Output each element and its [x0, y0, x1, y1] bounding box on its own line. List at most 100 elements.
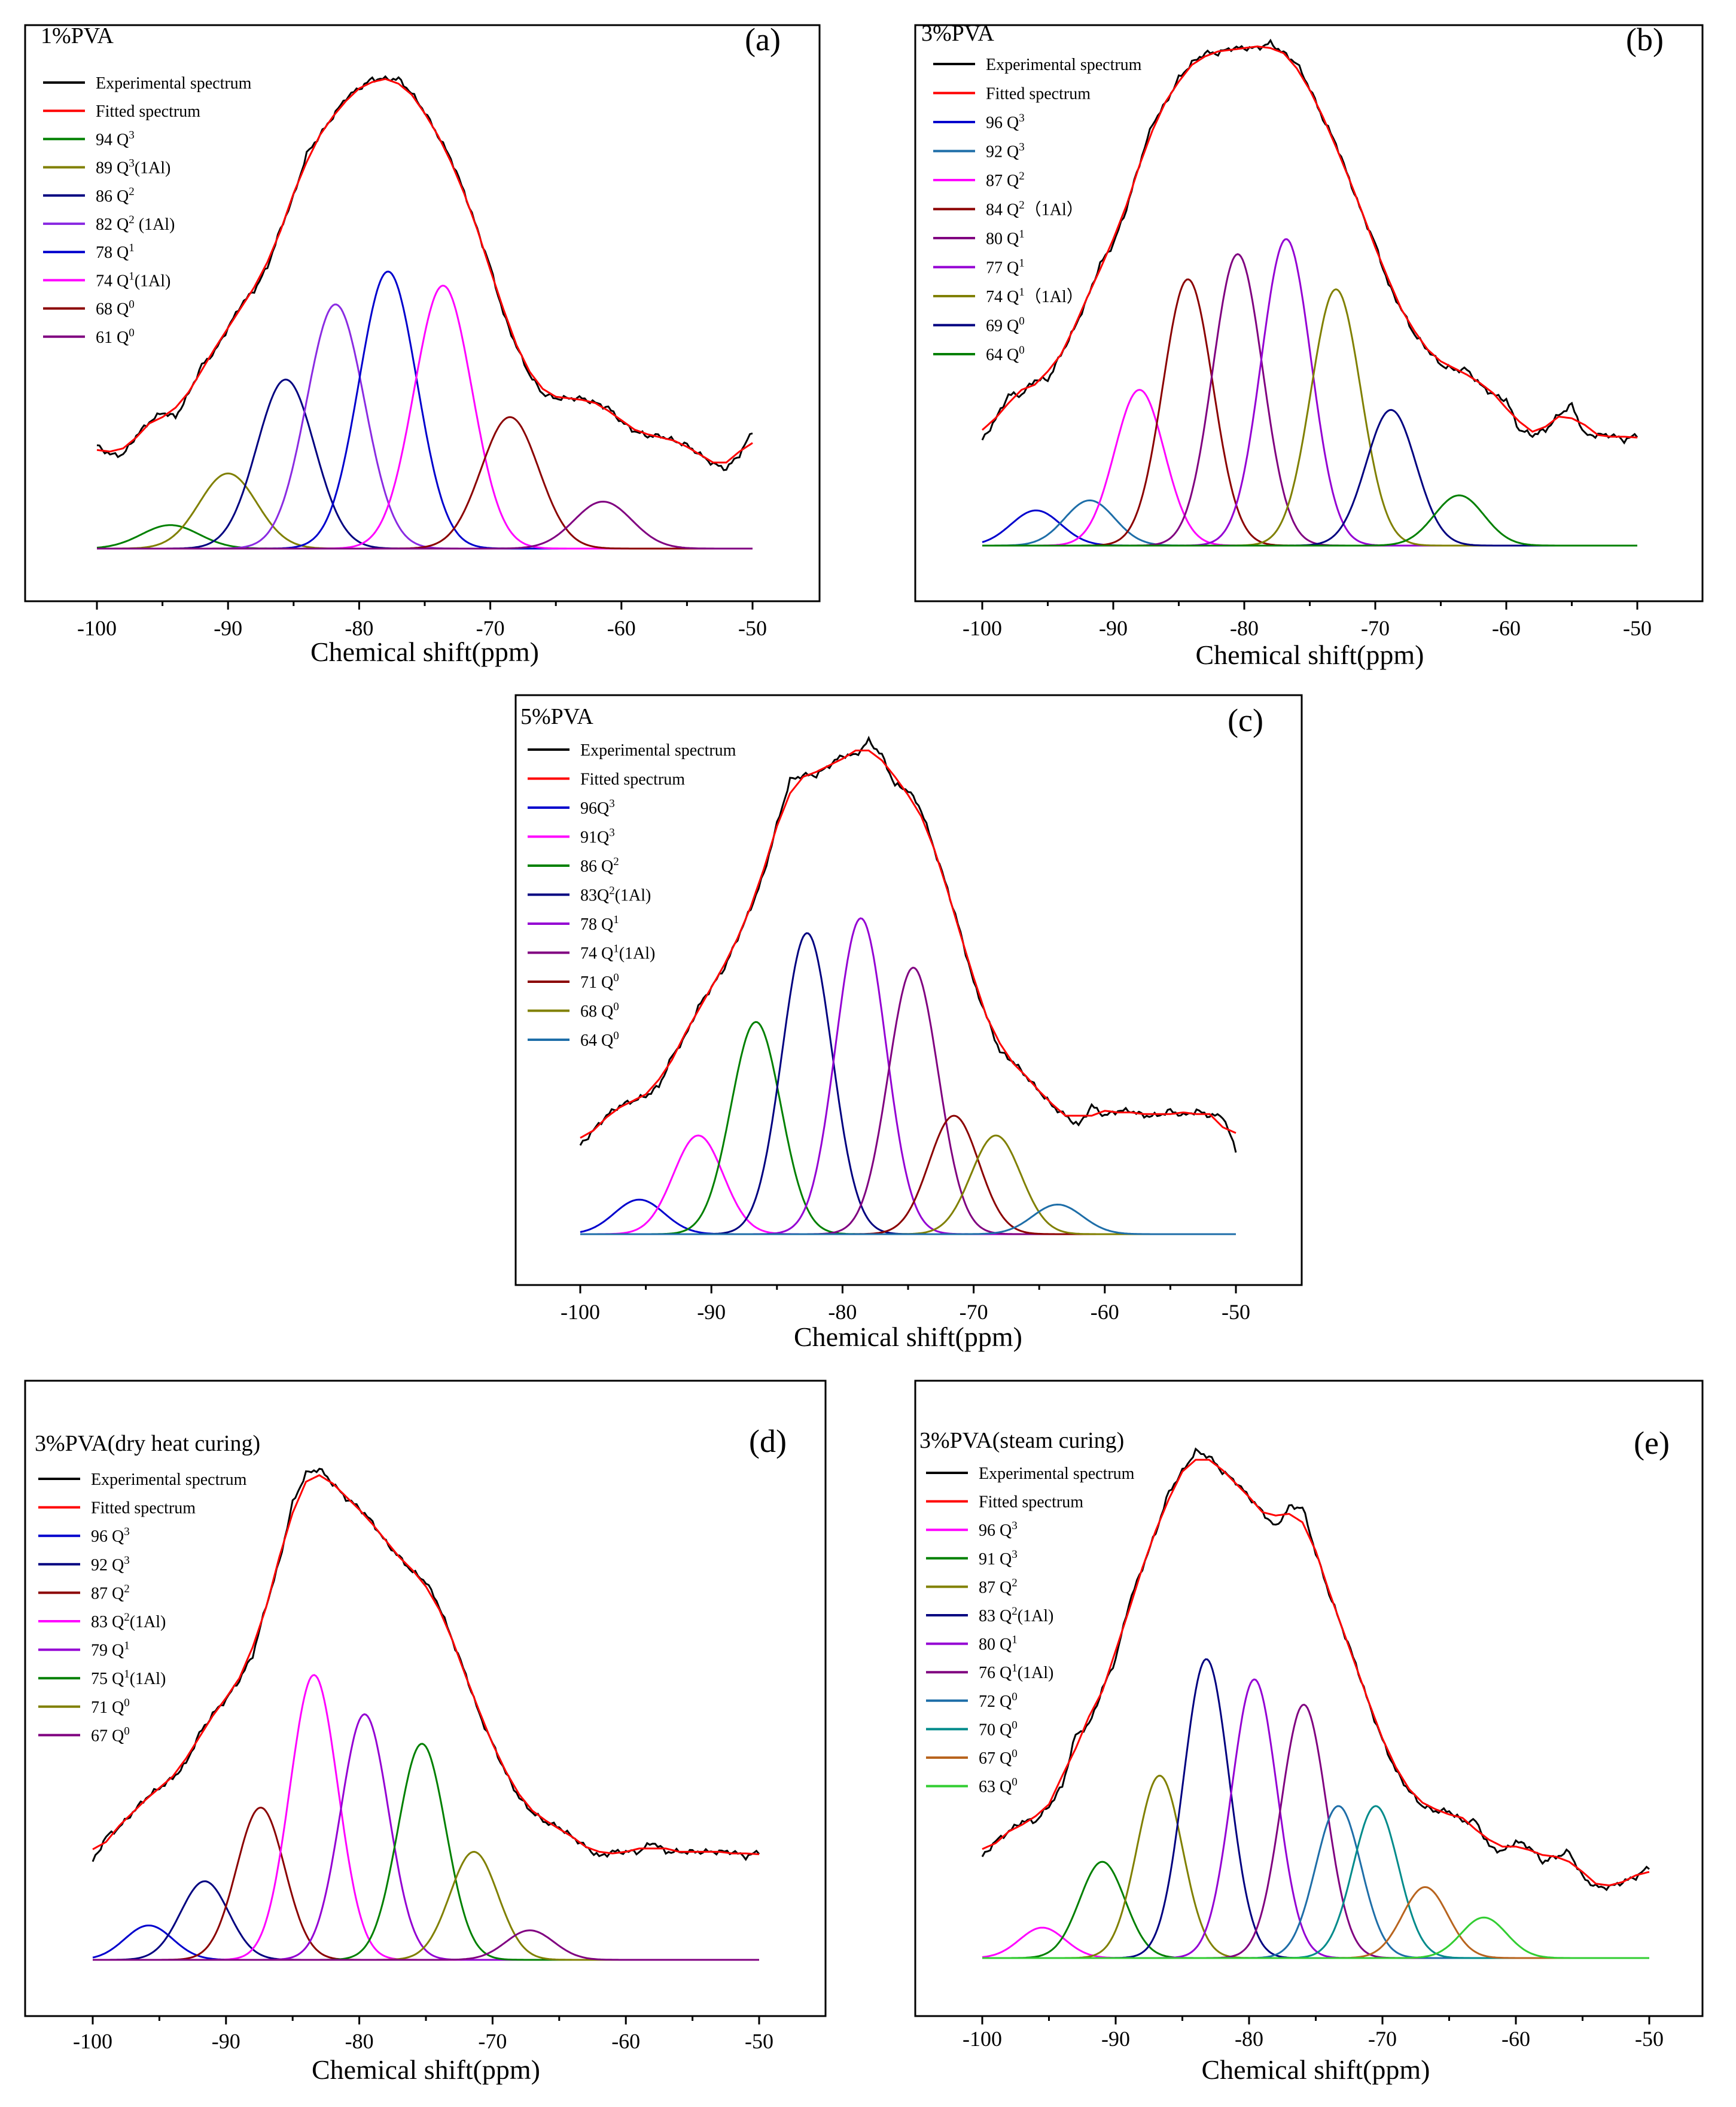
legend-label-text: 84 Q	[986, 201, 1019, 220]
legend-label-sup: 3	[1012, 1548, 1018, 1561]
legend-label-7: 72 Q0	[979, 1691, 1018, 1711]
legend-label-text: 86 Q	[96, 187, 129, 206]
legend-label-sup: 3	[124, 1526, 130, 1538]
component-curve-3	[93, 1806, 759, 1961]
plot-frame	[24, 24, 821, 602]
legend: Experimental spectrum Fitted spectrum 96Q3…	[528, 741, 736, 1050]
component-curve-2	[97, 472, 753, 550]
legend-label-text: 74 Q	[580, 945, 613, 963]
legend-label-sup: 0	[1012, 1691, 1018, 1703]
legend-label-text: 68 Q	[96, 300, 129, 319]
spectra	[981, 1447, 1650, 1892]
legend-label-9: 64 Q0	[580, 1030, 619, 1050]
spectra	[96, 75, 753, 471]
x-tick-label: -50	[1635, 2027, 1664, 2051]
legend-label-sup: 1	[1019, 228, 1025, 240]
component-curve-6	[580, 966, 1236, 1235]
legend-label-sup: 1	[124, 1640, 130, 1652]
legend-label-sup: 1	[1019, 257, 1025, 270]
legend-label-suffix: (1Al)	[130, 1613, 166, 1631]
plot-frame	[914, 24, 1704, 602]
component-curve-7	[93, 1850, 759, 1961]
legend-label-7: 71 Q0	[91, 1697, 130, 1717]
legend-label-sup: 0	[1012, 1719, 1018, 1731]
legend-label-sup: 1	[1019, 286, 1025, 299]
legend-label-8: 70 Q0	[979, 1719, 1018, 1739]
spectra	[579, 735, 1237, 1153]
legend-label-text: 74 Q	[986, 288, 1019, 306]
experimental-spectrum-line	[92, 1467, 760, 1862]
legend: Experimental spectrum Fitted spectrum 96 Q…	[38, 1470, 247, 1745]
legend-label-text: 79 Q	[91, 1642, 124, 1660]
legend-label-sup: 0	[124, 1697, 130, 1709]
legend-label-8: 61 Q0	[96, 327, 135, 347]
legend-fitted-label: Fitted spectrum	[979, 1493, 1083, 1512]
legend-label-sup: 2	[1019, 199, 1025, 212]
experimental-spectrum-line	[981, 1447, 1650, 1892]
chart-panel-2: -100 -90 -80 -70 -60 -50 Chemical shift(ppm) 3%…	[914, 21, 1704, 670]
legend-label-sup: 1	[129, 270, 135, 282]
legend-label-4: 83 Q2(1Al)	[91, 1611, 166, 1631]
legend-experimental-label: Experimental spectrum	[979, 1464, 1135, 1483]
legend-label-3: 86 Q2	[580, 855, 619, 876]
legend-label-text: 78 Q	[580, 915, 613, 934]
fitted-spectrum-line	[96, 78, 753, 464]
legend-label-text: 96 Q	[91, 1527, 124, 1546]
legend-label-text: 70 Q	[979, 1721, 1012, 1739]
legend-label-7: 68 Q0	[96, 299, 135, 319]
component-curve-10	[982, 1916, 1649, 1959]
x-tick-label: -70	[1368, 2027, 1397, 2051]
legend-label-5: 80 Q1	[986, 228, 1025, 248]
x-tick-label: -80	[345, 2029, 374, 2053]
legend-label-2: 92 Q3	[986, 141, 1025, 162]
panel-letter: (b)	[1626, 22, 1664, 57]
legend-label-3: 87 Q2	[986, 170, 1025, 190]
legend-label-text: 87 Q	[91, 1584, 124, 1603]
component-curve-5	[580, 917, 1236, 1235]
legend-label-text: 87 Q	[979, 1578, 1012, 1597]
x-tick-label: -100	[963, 616, 1002, 640]
legend-fitted-label: Fitted spectrum	[580, 771, 685, 789]
legend-label-text: 77 Q	[986, 259, 1019, 278]
legend-label-text: 87 Q	[986, 172, 1019, 190]
legend-label-sup: 1	[1012, 1634, 1018, 1646]
legend-label-5: 80 Q1	[979, 1634, 1018, 1654]
legend-label-suffix: (1Al)	[615, 887, 651, 905]
legend-label-6: 75 Q1(1Al)	[91, 1668, 166, 1688]
legend-label-sup: 3	[129, 129, 135, 141]
component-curve-5	[982, 1678, 1649, 1959]
legend-experimental-label: Experimental spectrum	[91, 1470, 247, 1489]
legend-label-sup: 2	[1012, 1576, 1018, 1589]
x-tick-label: -80	[1230, 616, 1259, 640]
legend-label-sup: 3	[1019, 112, 1025, 124]
x-tick-label: -50	[745, 2029, 773, 2053]
legend-label-sup: 2	[124, 1611, 130, 1624]
legend-label-text: 86 Q	[580, 857, 613, 876]
component-curve-4	[982, 1658, 1649, 1959]
legend-experimental-label: Experimental spectrum	[96, 74, 252, 93]
x-tick-label: -90	[212, 2029, 240, 2053]
x-tick-label: -50	[1222, 1300, 1250, 1324]
legend-label-sup: 2	[613, 855, 619, 868]
legend-label-3: 87 Q2	[979, 1576, 1018, 1597]
panel-letter: (a)	[745, 22, 781, 57]
panel-title: 3%PVA(dry heat curing)	[35, 1431, 260, 1456]
legend-label-suffix: (1Al)	[1018, 1664, 1054, 1682]
legend-label-4: 82 Q2 (1Al)	[96, 214, 175, 234]
legend-label-text: 96 Q	[979, 1521, 1012, 1540]
legend-label-text: 82 Q	[96, 215, 129, 234]
component-curve-1	[580, 1198, 1236, 1235]
x-tick-label: -80	[828, 1300, 857, 1324]
legend-label-sup: 2	[129, 214, 135, 226]
legend-label-suffix: (1Al)	[619, 945, 656, 963]
legend-label-text: 92 Q	[986, 143, 1019, 162]
legend-label-text: 89 Q	[96, 159, 129, 178]
x-tick-label: -90	[214, 616, 242, 640]
legend-label-sup: 1	[613, 914, 619, 926]
legend-label-1: 96 Q3	[91, 1526, 130, 1546]
x-tick-label: -70	[478, 2029, 507, 2053]
legend-label-2: 89 Q3(1Al)	[96, 157, 170, 178]
legend-label-sup: 2	[129, 185, 135, 198]
legend-label-text: 71 Q	[580, 973, 613, 992]
component-curve-3	[580, 1021, 1236, 1235]
